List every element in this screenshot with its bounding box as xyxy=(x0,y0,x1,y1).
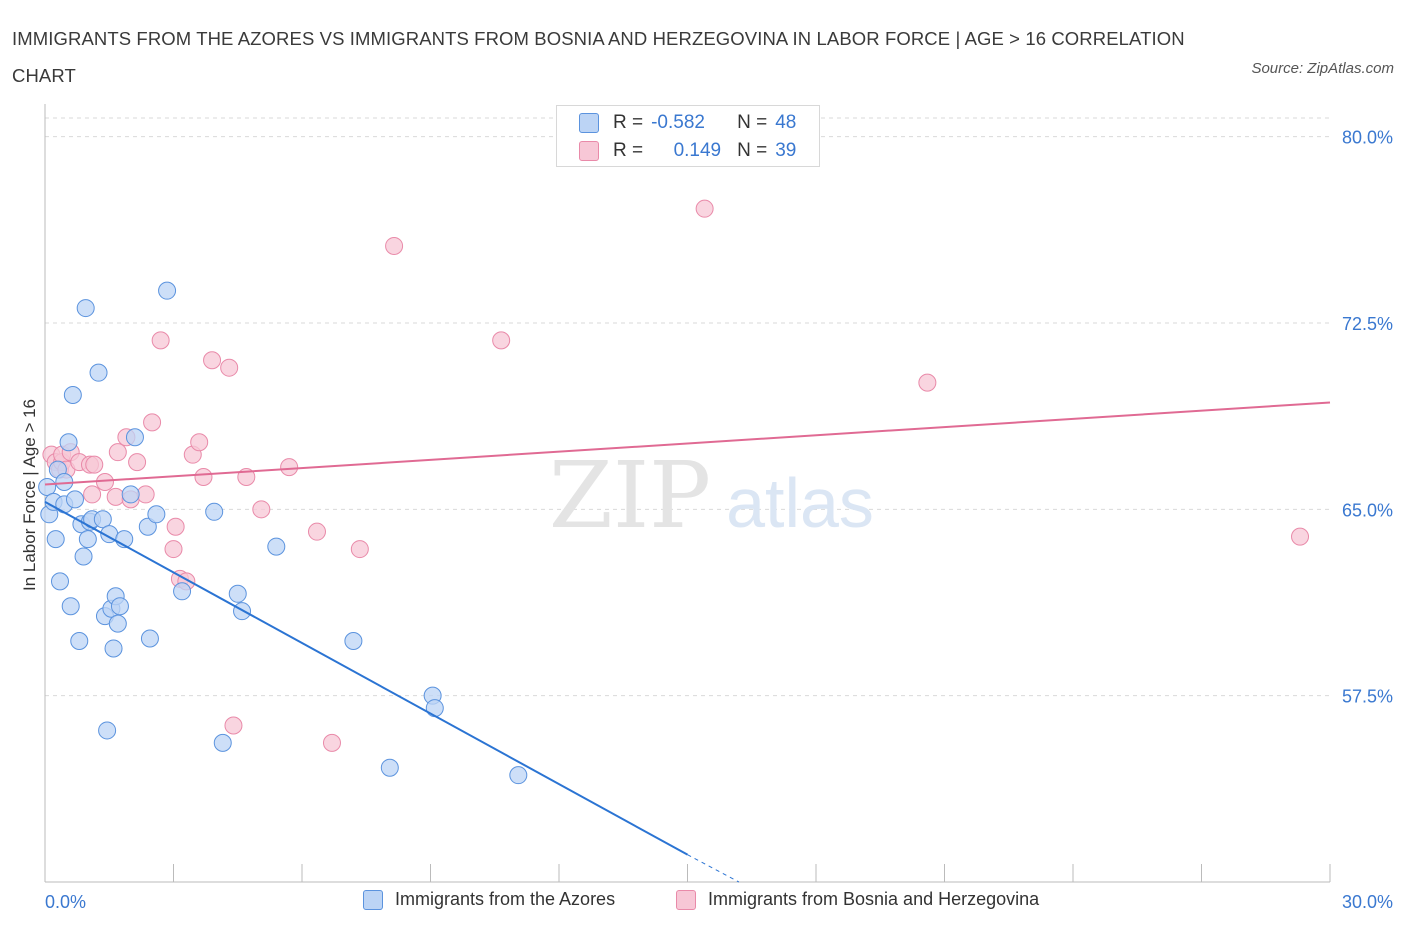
point-bosnia xyxy=(128,453,147,472)
point-azores xyxy=(228,584,247,603)
point-azores xyxy=(98,721,117,740)
point-bosnia xyxy=(194,468,213,487)
point-azores xyxy=(46,530,65,549)
point-azores xyxy=(74,547,93,566)
point-azores xyxy=(344,631,363,650)
chart-title: IMMIGRANTS FROM THE AZORES VS IMMIGRANTS… xyxy=(12,28,1185,86)
point-azores xyxy=(70,631,89,650)
point-azores xyxy=(78,530,97,549)
point-azores xyxy=(509,766,528,785)
point-azores xyxy=(61,597,80,616)
point-azores xyxy=(93,510,112,529)
y-tick-label: 72.5% xyxy=(1342,314,1393,334)
point-azores xyxy=(425,699,444,718)
point-azores xyxy=(205,502,224,521)
point-azores xyxy=(63,386,82,405)
point-bosnia xyxy=(918,373,937,392)
point-azores xyxy=(50,572,69,591)
point-azores xyxy=(121,485,140,504)
r-label: R = xyxy=(613,112,644,133)
stats-legend-box: R = -0.582 N = 48 R = 0.149 N = 39 xyxy=(556,105,820,167)
y-tick-label: 65.0% xyxy=(1342,500,1393,520)
point-bosnia xyxy=(83,485,102,504)
point-azores xyxy=(104,639,123,658)
n-value-azores: 48 xyxy=(775,112,797,133)
point-bosnia xyxy=(307,522,326,541)
point-azores xyxy=(213,733,232,752)
point-azores xyxy=(110,597,129,616)
legend-label-bosnia: Immigrants from Bosnia and Herzegovina xyxy=(708,889,1040,909)
x-tick-label-min: 0.0% xyxy=(45,892,86,912)
point-bosnia xyxy=(252,500,271,519)
point-bosnia xyxy=(151,331,170,350)
point-azores xyxy=(89,363,108,382)
point-azores xyxy=(138,517,157,536)
point-bosnia xyxy=(203,351,222,370)
point-azores xyxy=(267,537,286,556)
y-tick-label: 80.0% xyxy=(1342,128,1393,148)
watermark-atlas: atlas xyxy=(726,464,874,542)
point-bosnia xyxy=(350,540,369,559)
point-azores xyxy=(158,281,177,300)
r-value-bosnia: 0.149 xyxy=(673,140,722,161)
point-azores xyxy=(380,758,399,777)
point-azores xyxy=(147,505,166,524)
legend-label-azores: Immigrants from the Azores xyxy=(395,889,616,909)
point-bosnia xyxy=(106,487,125,506)
point-azores xyxy=(173,582,192,601)
point-bosnia xyxy=(280,458,299,477)
point-azores xyxy=(76,299,95,318)
trendline-bosnia xyxy=(44,401,1331,486)
r-label: R = xyxy=(613,140,644,161)
n-value-bosnia: 39 xyxy=(775,140,797,161)
point-bosnia xyxy=(492,331,511,350)
watermark-zip: ZIP xyxy=(549,442,711,549)
point-bosnia xyxy=(322,733,341,752)
r-value-azores: -0.582 xyxy=(651,112,705,133)
bosnia-swatch xyxy=(579,141,599,161)
trendline-azores-extension xyxy=(687,854,740,883)
n-label: N = xyxy=(737,140,768,161)
x-tick-label-max: 30.0% xyxy=(1342,892,1393,912)
bottom-legend: Immigrants from the Azores Immigrants fr… xyxy=(0,889,1406,915)
legend-swatch-azores xyxy=(363,889,383,910)
point-bosnia xyxy=(695,199,714,218)
point-bosnia xyxy=(136,485,155,504)
point-bosnia xyxy=(166,517,185,536)
point-azores xyxy=(125,428,144,447)
point-bosnia xyxy=(385,236,404,255)
point-bosnia xyxy=(85,455,104,474)
point-azores xyxy=(140,629,159,648)
point-azores xyxy=(108,614,127,633)
n-label: N = xyxy=(737,112,768,133)
point-bosnia xyxy=(1291,527,1310,546)
source-note: Source: ZipAtlas.com xyxy=(1251,60,1394,77)
legend-swatch-bosnia xyxy=(676,889,696,910)
point-bosnia xyxy=(108,443,127,462)
legend-item-azores[interactable]: Immigrants from the Azores xyxy=(363,889,615,910)
legend-item-bosnia[interactable]: Immigrants from Bosnia and Herzegovina xyxy=(676,889,1039,910)
stats-row-bosnia: R = 0.149 N = 39 xyxy=(579,140,796,162)
azores-swatch xyxy=(579,113,599,133)
point-bosnia xyxy=(164,540,183,559)
point-azores xyxy=(65,490,84,509)
point-bosnia xyxy=(224,716,243,735)
stats-row-azores: R = -0.582 N = 48 xyxy=(579,112,796,134)
point-azores xyxy=(59,433,78,452)
y-tick-label: 57.5% xyxy=(1342,687,1393,707)
point-bosnia xyxy=(220,358,239,377)
trendline-azores xyxy=(44,500,688,856)
point-azores xyxy=(38,477,57,496)
point-bosnia xyxy=(190,433,209,452)
point-bosnia xyxy=(143,413,162,432)
